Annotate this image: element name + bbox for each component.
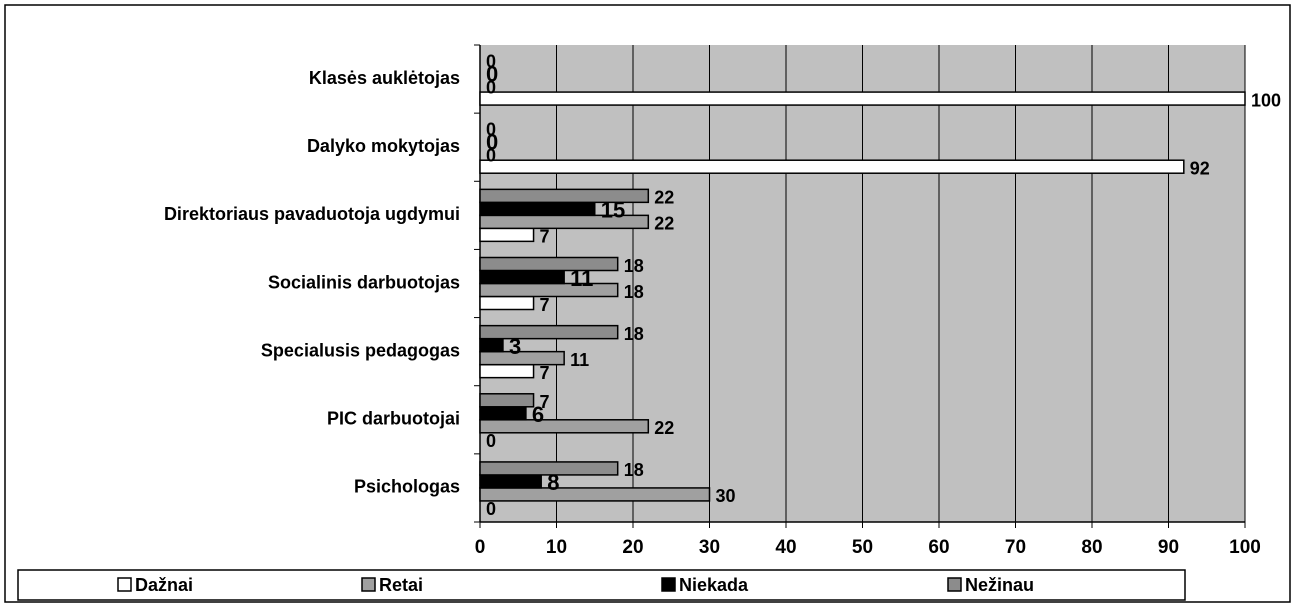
bar (479, 269, 565, 285)
bar (479, 256, 619, 272)
category-label: Specialusis pedagogas (261, 340, 460, 360)
bar (479, 461, 619, 476)
x-tick-label: 90 (1158, 537, 1179, 558)
value-label: 0 (486, 77, 496, 97)
value-label: 0 (486, 145, 496, 165)
bar (479, 201, 596, 217)
x-tick-label: 0 (475, 537, 486, 558)
category-label: Psichologas (354, 477, 460, 497)
value-label: 0 (486, 431, 496, 451)
value-label: 22 (654, 418, 674, 438)
x-tick-label: 10 (546, 537, 567, 558)
value-label: 6 (532, 402, 544, 427)
bar (479, 363, 535, 379)
value-label: 18 (624, 460, 644, 480)
bar (479, 227, 535, 243)
category-label: PIC darbuotojai (327, 409, 460, 429)
value-label: 8 (547, 470, 559, 495)
legend-label: Retai (379, 575, 423, 595)
value-label: 0 (486, 499, 496, 519)
value-label: 0 (486, 61, 498, 86)
bar (479, 188, 650, 204)
x-tick-label: 50 (852, 537, 873, 558)
x-tick-label: 100 (1229, 537, 1261, 558)
legend-swatch (361, 577, 376, 592)
bar (479, 393, 535, 408)
value-label: 7 (540, 392, 550, 412)
bar (479, 337, 504, 353)
category-label: Dalyko mokytojas (307, 136, 460, 156)
x-tick-label: 20 (622, 537, 643, 558)
bar (479, 324, 619, 340)
x-tick-label: 30 (699, 537, 720, 558)
value-label: 18 (624, 324, 644, 344)
value-label: 7 (540, 295, 550, 315)
bar (479, 474, 542, 489)
legend-label: Nežinau (965, 575, 1034, 595)
value-label: 30 (716, 486, 736, 506)
value-label: 7 (540, 363, 550, 383)
value-label: 18 (624, 282, 644, 302)
x-tick-label: 40 (775, 537, 796, 558)
x-tick-label: 60 (928, 537, 949, 558)
bar (479, 91, 1246, 106)
bar (479, 295, 535, 311)
legend-swatch (947, 577, 962, 592)
x-tick-label: 70 (1005, 537, 1026, 558)
category-label: Klasės auklėtojas (309, 68, 460, 88)
value-label: 0 (486, 51, 496, 71)
bar (479, 419, 650, 434)
value-label: 0 (486, 130, 498, 155)
bar (479, 159, 1185, 174)
bar (479, 406, 527, 421)
value-label: 18 (624, 256, 644, 276)
legend-label: Dažnai (135, 575, 193, 595)
value-label: 3 (509, 334, 521, 359)
x-tick-label: 80 (1081, 537, 1102, 558)
value-label: 11 (570, 350, 589, 370)
category-label: Direktoriaus pavaduotoja ugdymui (164, 204, 460, 224)
bar (479, 487, 711, 502)
value-label: 0 (486, 119, 496, 139)
legend-swatch (661, 577, 676, 592)
value-label: 22 (654, 214, 674, 234)
value-label: 22 (654, 188, 674, 208)
bar (479, 282, 619, 298)
legend (17, 569, 1186, 601)
value-label: 11 (570, 266, 593, 291)
value-label: 92 (1190, 158, 1210, 178)
legend-label: Niekada (679, 575, 749, 595)
value-label: 100 (1251, 90, 1281, 110)
bar (479, 350, 565, 366)
category-label: Socialinis darbuotojas (268, 272, 460, 292)
value-label: 7 (540, 227, 550, 247)
legend-swatch (117, 577, 132, 592)
